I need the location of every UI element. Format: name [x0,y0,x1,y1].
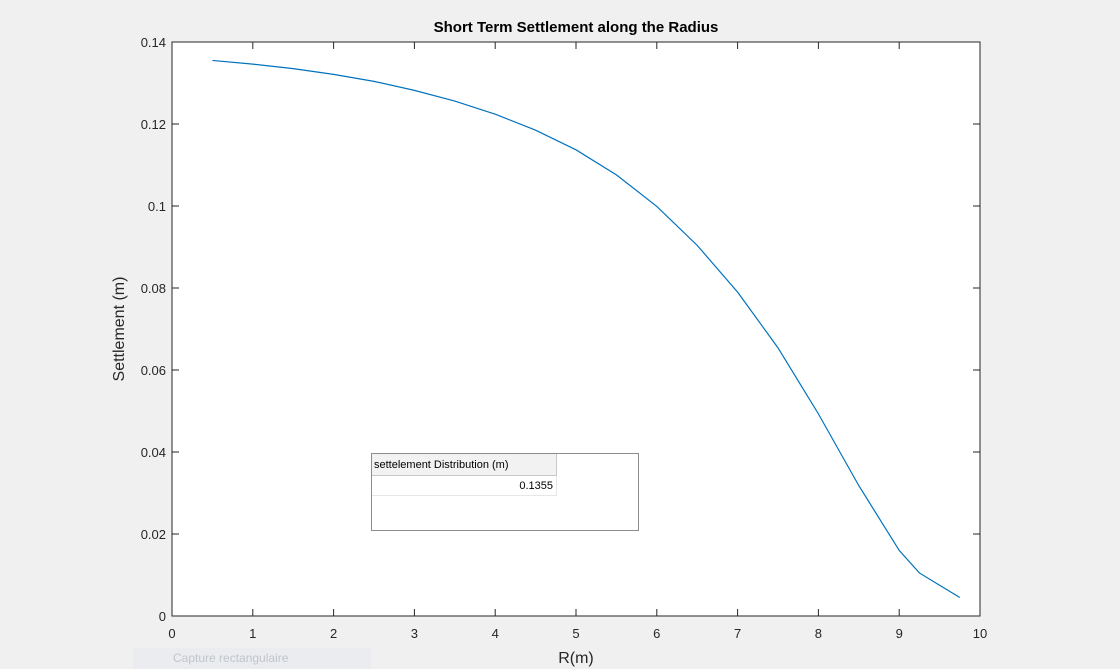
settlement-table[interactable]: settelement Distribution (m) 0.1355 [371,453,639,531]
x-tick-label: 7 [734,626,741,641]
x-tick-label: 5 [572,626,579,641]
y-tick-label: 0.1 [148,199,166,214]
chart-title: Short Term Settlement along the Radius [434,19,719,36]
y-tick-label: 0.08 [141,281,166,296]
table-column-header[interactable]: settelement Distribution (m) [372,454,557,476]
y-tick-label: 0.02 [141,527,166,542]
y-tick-label: 0.12 [141,117,166,132]
x-axis-label: R(m) [558,650,594,667]
capture-rectangle-overlay: Capture rectangulaire [133,648,371,669]
series-line-settlement [212,59,961,599]
x-tick-label: 9 [896,626,903,641]
x-tick-label: 3 [411,626,418,641]
x-tick-label: 8 [815,626,822,641]
y-tick-label: 0.06 [141,363,166,378]
x-tick-label: 6 [653,626,660,641]
x-tick-label: 0 [168,626,175,641]
y-tick-label: 0.14 [141,35,166,50]
y-axis-label: Settlement (m) [111,277,128,382]
x-tick-label: 2 [330,626,337,641]
series-layer [212,59,961,599]
x-tick-label: 10 [973,626,987,641]
x-tick-label: 4 [492,626,499,641]
x-tick-label: 1 [249,626,256,641]
y-tick-label: 0 [159,609,166,624]
axes-layer: 0 1 2 3 4 5 6 7 8 9 10 0 0.02 0.04 0.06 0.08 0.1 0.12 0.14 [141,35,988,641]
y-tick-label: 0.04 [141,445,166,460]
table-cell-value[interactable]: 0.1355 [372,476,557,496]
